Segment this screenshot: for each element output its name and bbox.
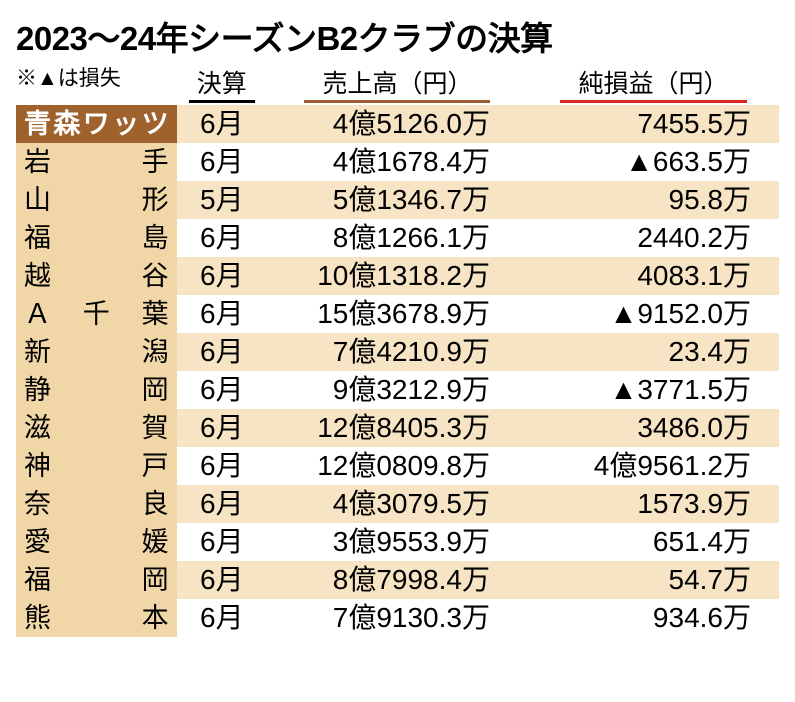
team-cell: 静岡 — [16, 371, 177, 409]
net-cell: 4億9561.2万 — [528, 447, 779, 485]
net-cell: 3486.0万 — [528, 409, 779, 447]
financials-table: 決算 売上高（円） 純損益（円） 青森ワッツ6月4億5126.0万7455.5万… — [16, 64, 779, 637]
table-row: 滋賀6月12億8405.3万3486.0万 — [16, 409, 779, 447]
table-row: 越谷6月10億1318.2万4083.1万 — [16, 257, 779, 295]
team-cell: 青森ワッツ — [16, 105, 177, 143]
fy-cell: 6月 — [177, 219, 267, 257]
revenue-cell: 8億1266.1万 — [267, 219, 528, 257]
net-cell: 1573.9万 — [528, 485, 779, 523]
fy-cell: 6月 — [177, 257, 267, 295]
revenue-cell: 5億1346.7万 — [267, 181, 528, 219]
net-cell: ▲3771.5万 — [528, 371, 779, 409]
fy-cell: 6月 — [177, 599, 267, 637]
header-net: 純損益（円） — [528, 64, 779, 105]
net-cell: ▲663.5万 — [528, 143, 779, 181]
table-row: 静岡6月9億3212.9万▲3771.5万 — [16, 371, 779, 409]
header-revenue: 売上高（円） — [267, 64, 528, 105]
revenue-cell: 7億9130.3万 — [267, 599, 528, 637]
table-row: 神戸6月12億0809.8万4億9561.2万 — [16, 447, 779, 485]
header-row: 決算 売上高（円） 純損益（円） — [16, 64, 779, 105]
table-row: 福岡6月8億7998.4万54.7万 — [16, 561, 779, 599]
team-cell: 岩手 — [16, 143, 177, 181]
net-cell: 23.4万 — [528, 333, 779, 371]
fy-cell: 6月 — [177, 447, 267, 485]
net-cell: 7455.5万 — [528, 105, 779, 143]
net-cell: 95.8万 — [528, 181, 779, 219]
team-cell: 奈良 — [16, 485, 177, 523]
revenue-cell: 15億3678.9万 — [267, 295, 528, 333]
revenue-cell: 3億9553.9万 — [267, 523, 528, 561]
revenue-cell: 4億5126.0万 — [267, 105, 528, 143]
fy-cell: 6月 — [177, 523, 267, 561]
net-cell: 2440.2万 — [528, 219, 779, 257]
team-cell: 山形 — [16, 181, 177, 219]
fy-cell: 6月 — [177, 295, 267, 333]
fy-cell: 6月 — [177, 105, 267, 143]
fy-cell: 5月 — [177, 181, 267, 219]
team-cell: 福岡 — [16, 561, 177, 599]
team-cell: 愛媛 — [16, 523, 177, 561]
table-row: 奈良6月4億3079.5万1573.9万 — [16, 485, 779, 523]
net-cell: 4083.1万 — [528, 257, 779, 295]
team-cell: Ａ千葉 — [16, 295, 177, 333]
team-cell: 新潟 — [16, 333, 177, 371]
table-row: 新潟6月7億4210.9万23.4万 — [16, 333, 779, 371]
team-cell: 滋賀 — [16, 409, 177, 447]
header-fy: 決算 — [177, 64, 267, 105]
revenue-cell: 12億0809.8万 — [267, 447, 528, 485]
fy-cell: 6月 — [177, 485, 267, 523]
revenue-cell: 10億1318.2万 — [267, 257, 528, 295]
fy-cell: 6月 — [177, 371, 267, 409]
revenue-cell: 4億1678.4万 — [267, 143, 528, 181]
table-row: 青森ワッツ6月4億5126.0万7455.5万 — [16, 105, 779, 143]
fy-cell: 6月 — [177, 143, 267, 181]
revenue-cell: 12億8405.3万 — [267, 409, 528, 447]
revenue-cell: 9億3212.9万 — [267, 371, 528, 409]
table-row: 愛媛6月3億9553.9万651.4万 — [16, 523, 779, 561]
fy-cell: 6月 — [177, 561, 267, 599]
revenue-cell: 7億4210.9万 — [267, 333, 528, 371]
team-cell: 熊本 — [16, 599, 177, 637]
fy-cell: 6月 — [177, 333, 267, 371]
net-cell: ▲9152.0万 — [528, 295, 779, 333]
team-cell: 越谷 — [16, 257, 177, 295]
table-row: 山形5月5億1346.7万95.8万 — [16, 181, 779, 219]
fy-cell: 6月 — [177, 409, 267, 447]
table-row: 福島6月8億1266.1万2440.2万 — [16, 219, 779, 257]
team-cell: 福島 — [16, 219, 177, 257]
net-cell: 651.4万 — [528, 523, 779, 561]
net-cell: 934.6万 — [528, 599, 779, 637]
revenue-cell: 8億7998.4万 — [267, 561, 528, 599]
table-row: 熊本6月7億9130.3万934.6万 — [16, 599, 779, 637]
table-row: 岩手6月4億1678.4万▲663.5万 — [16, 143, 779, 181]
net-cell: 54.7万 — [528, 561, 779, 599]
revenue-cell: 4億3079.5万 — [267, 485, 528, 523]
table-row: Ａ千葉6月15億3678.9万▲9152.0万 — [16, 295, 779, 333]
team-cell: 神戸 — [16, 447, 177, 485]
page-title: 2023～24年シーズンB2クラブの決算 — [16, 12, 779, 60]
